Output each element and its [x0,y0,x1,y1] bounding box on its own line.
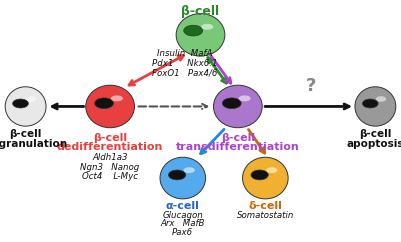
Ellipse shape [243,157,288,199]
Ellipse shape [201,24,213,30]
Text: Pdx1     Nkx6.1: Pdx1 Nkx6.1 [152,59,217,68]
Text: Somatostatin: Somatostatin [237,211,294,220]
Text: Oct4    L-Myc: Oct4 L-Myc [82,172,138,181]
Ellipse shape [160,157,206,199]
Ellipse shape [184,167,195,173]
Text: Ngn3   Nanog: Ngn3 Nanog [81,163,140,172]
Ellipse shape [95,98,113,109]
Ellipse shape [239,95,251,101]
Text: β-cell: β-cell [10,129,42,139]
Text: Glucagon: Glucagon [162,211,203,220]
Ellipse shape [168,170,186,180]
Text: degranulation: degranulation [0,139,67,149]
Ellipse shape [13,99,28,108]
Ellipse shape [355,87,396,126]
Ellipse shape [251,170,268,180]
Ellipse shape [222,98,241,109]
Ellipse shape [86,85,134,128]
Text: Pax6: Pax6 [172,228,193,237]
Ellipse shape [213,85,262,128]
Text: Insulin  MafA: Insulin MafA [157,49,213,58]
Text: β-cell: β-cell [221,133,255,143]
Ellipse shape [266,167,277,173]
Text: Aldh1a3: Aldh1a3 [92,153,128,162]
Text: ?: ? [305,77,316,95]
Text: β-cell: β-cell [359,129,391,139]
Text: apoptosis: apoptosis [346,139,401,149]
Ellipse shape [376,96,386,102]
Text: β-cell: β-cell [93,133,127,143]
Ellipse shape [184,25,203,36]
Ellipse shape [363,99,378,108]
Text: FoxO1   Pax4/6: FoxO1 Pax4/6 [152,68,217,77]
Ellipse shape [5,87,46,126]
Ellipse shape [26,96,36,102]
Text: transdifferentiation: transdifferentiation [176,142,300,152]
Text: α-cell: α-cell [166,201,200,211]
Ellipse shape [111,95,123,101]
Text: β-cell: β-cell [181,5,220,18]
Ellipse shape [176,14,225,56]
Text: δ-cell: δ-cell [248,201,282,211]
Text: dedifferentiation: dedifferentiation [57,142,163,152]
Text: Arx   MafB: Arx MafB [161,219,205,228]
